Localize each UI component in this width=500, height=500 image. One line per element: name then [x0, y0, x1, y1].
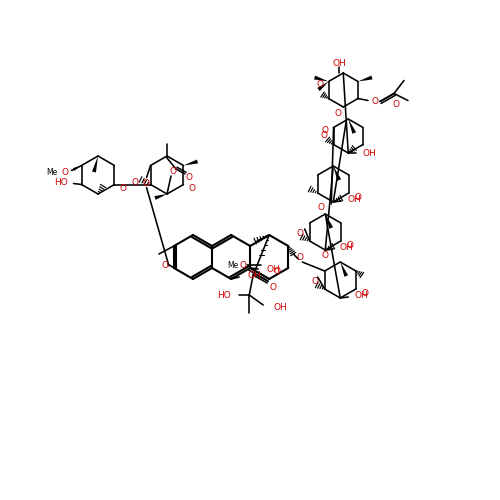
Text: OH: OH	[362, 148, 376, 158]
Text: O: O	[321, 126, 328, 135]
Text: O: O	[186, 174, 192, 182]
Text: O: O	[362, 288, 368, 298]
Text: O: O	[162, 262, 168, 270]
Polygon shape	[92, 156, 98, 172]
Polygon shape	[184, 160, 198, 166]
Text: OH: OH	[340, 244, 353, 252]
Text: HO: HO	[54, 178, 68, 187]
Text: O: O	[240, 260, 246, 270]
Text: O: O	[120, 184, 127, 193]
Text: O: O	[142, 179, 149, 188]
Polygon shape	[340, 262, 348, 277]
Text: O: O	[372, 97, 378, 106]
Text: O: O	[189, 184, 196, 193]
Text: O: O	[318, 204, 325, 212]
Text: O: O	[354, 192, 362, 202]
Text: O: O	[392, 100, 400, 109]
Polygon shape	[318, 82, 328, 91]
Polygon shape	[348, 119, 356, 134]
Text: O: O	[170, 168, 176, 176]
Text: Me: Me	[46, 168, 57, 177]
Text: O: O	[320, 131, 327, 140]
Text: O: O	[322, 252, 328, 260]
Text: OH: OH	[354, 292, 368, 300]
Text: O: O	[316, 80, 323, 89]
Polygon shape	[314, 76, 328, 82]
Text: O: O	[296, 228, 303, 237]
Polygon shape	[154, 194, 167, 200]
Text: OH: OH	[348, 196, 361, 204]
Polygon shape	[326, 214, 333, 229]
Text: OH: OH	[332, 58, 346, 68]
Polygon shape	[73, 166, 82, 171]
Text: Me: Me	[228, 260, 239, 270]
Text: O: O	[61, 168, 68, 177]
Text: O: O	[297, 254, 304, 262]
Polygon shape	[358, 76, 372, 82]
Text: O: O	[334, 108, 342, 118]
Text: O: O	[311, 276, 318, 285]
Text: HO: HO	[218, 290, 231, 300]
Text: O: O	[274, 266, 280, 276]
Text: O: O	[346, 240, 354, 250]
Polygon shape	[334, 166, 341, 181]
Text: O: O	[270, 282, 276, 292]
Text: OH: OH	[266, 266, 280, 274]
Text: O: O	[131, 178, 138, 187]
Text: OH: OH	[273, 302, 287, 312]
Text: OH: OH	[247, 270, 261, 280]
